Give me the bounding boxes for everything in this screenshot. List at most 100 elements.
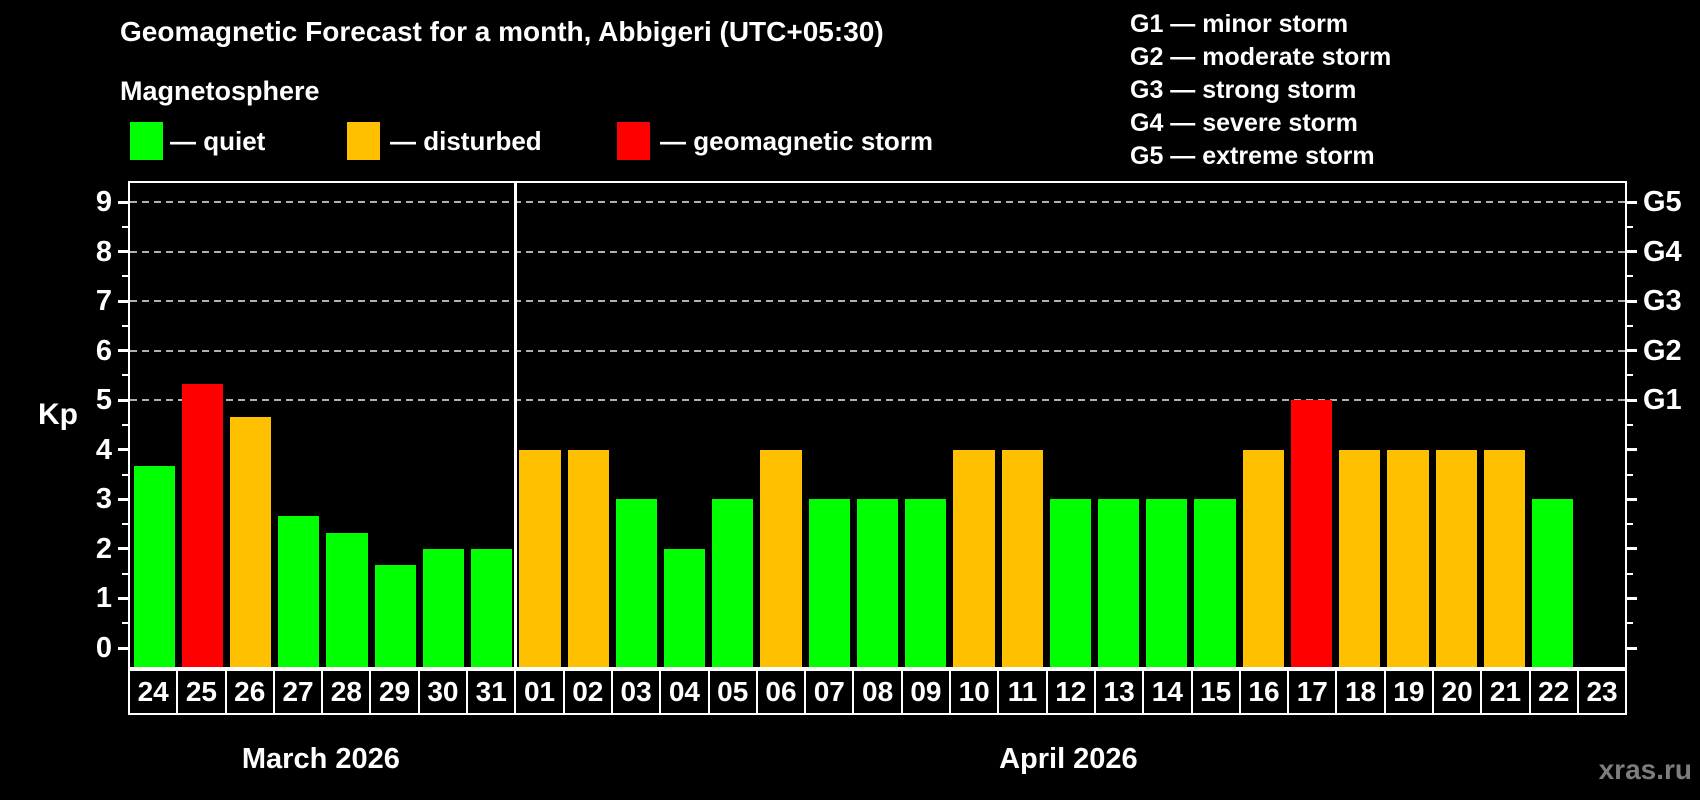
kp-bar bbox=[905, 499, 947, 667]
kp-bar bbox=[1435, 449, 1477, 667]
kp-bar bbox=[278, 515, 320, 667]
kp-bar bbox=[808, 499, 850, 667]
kp-bar bbox=[1532, 499, 1574, 667]
date-cell: 15 bbox=[1190, 669, 1241, 715]
grid-line bbox=[130, 349, 1625, 352]
kp-bar bbox=[519, 449, 561, 667]
axis-tick bbox=[1627, 646, 1637, 650]
date-cell: 10 bbox=[949, 669, 1000, 715]
month-label: March 2026 bbox=[241, 743, 400, 775]
kp-bar bbox=[1483, 449, 1526, 667]
month-label: April 2026 bbox=[999, 743, 1138, 775]
axis-tick bbox=[1627, 299, 1637, 303]
g-axis-label: G1 bbox=[1643, 384, 1682, 417]
y-axis-label: 2 bbox=[95, 532, 112, 565]
quiet-legend-label: — quiet bbox=[170, 126, 266, 156]
date-cell: 19 bbox=[1383, 669, 1435, 715]
date-cell: 17 bbox=[1287, 669, 1338, 715]
date-cell: 27 bbox=[272, 669, 324, 715]
kp-bar bbox=[1290, 400, 1333, 667]
watermark: xras.ru bbox=[1598, 754, 1692, 785]
g-axis-label: G5 bbox=[1643, 186, 1682, 218]
axis-tick bbox=[1627, 448, 1637, 452]
axis-tick bbox=[118, 497, 128, 501]
date-cell: 03 bbox=[610, 669, 662, 715]
axis-tick bbox=[118, 547, 128, 551]
kp-bar bbox=[1098, 499, 1140, 667]
axis-tick bbox=[1627, 200, 1637, 204]
storm-swatch-icon bbox=[617, 122, 650, 160]
axis-tick bbox=[1627, 497, 1637, 501]
axis-tick bbox=[118, 448, 128, 452]
storm-scale-legend: G1 — minor storm G2 — moderate storm G3 — … bbox=[1130, 8, 1391, 173]
y-axis-label: 1 bbox=[95, 582, 112, 615]
axis-minor-tick bbox=[122, 523, 128, 526]
kp-bar bbox=[615, 499, 657, 667]
y-axis-title: Kp bbox=[38, 398, 78, 431]
axis-minor-tick bbox=[122, 225, 128, 228]
date-cell: 08 bbox=[852, 669, 903, 715]
date-cell: 21 bbox=[1480, 669, 1531, 715]
axis-minor-tick bbox=[122, 275, 128, 278]
axis-tick bbox=[118, 349, 128, 353]
kp-bar bbox=[760, 449, 802, 667]
month-separator bbox=[514, 183, 518, 667]
date-cell: 22 bbox=[1528, 669, 1579, 715]
disturbed-swatch-icon bbox=[347, 122, 380, 160]
grid-line bbox=[130, 250, 1625, 253]
axis-minor-tick bbox=[122, 622, 128, 625]
axis-minor-tick bbox=[122, 424, 128, 426]
y-axis-label: 6 bbox=[95, 334, 112, 367]
axis-tick bbox=[118, 200, 128, 204]
y-axis-label: 8 bbox=[95, 235, 112, 268]
axis-minor-tick bbox=[1627, 275, 1633, 278]
date-cell: 14 bbox=[1142, 669, 1193, 715]
date-cell: 07 bbox=[804, 669, 855, 715]
axis-tick bbox=[118, 596, 128, 600]
date-cell: 12 bbox=[1045, 669, 1096, 715]
date-cell: 20 bbox=[1432, 669, 1483, 715]
g-axis-label: G3 bbox=[1643, 285, 1682, 318]
y-axis-label: 0 bbox=[95, 632, 112, 664]
y-axis-label: 4 bbox=[95, 433, 112, 466]
date-cell: 16 bbox=[1238, 669, 1290, 715]
grid-line bbox=[130, 201, 1625, 203]
storm-scale-item: G3 — strong storm bbox=[1130, 76, 1357, 104]
kp-bar bbox=[1194, 499, 1236, 667]
axis-minor-tick bbox=[122, 324, 128, 327]
date-cell: 18 bbox=[1335, 669, 1386, 715]
kp-bar bbox=[663, 548, 706, 667]
axis-tick bbox=[118, 299, 128, 303]
kp-bar bbox=[133, 466, 175, 667]
kp-bar bbox=[422, 548, 465, 667]
date-cell: 02 bbox=[562, 669, 613, 715]
date-cell: 06 bbox=[755, 669, 807, 715]
date-cell: 26 bbox=[224, 669, 275, 715]
kp-bar bbox=[326, 532, 368, 667]
date-axis: 24 25 26 27 28 29 30 31 01 02 03 04 05 06 07 08 09 10 11 12… bbox=[128, 669, 1628, 715]
date-cell: 11 bbox=[997, 669, 1048, 715]
date-cell: 28 bbox=[321, 669, 372, 715]
date-cell: 30 bbox=[417, 669, 469, 715]
axis-minor-tick bbox=[1627, 572, 1633, 575]
y-axis-label: 3 bbox=[95, 483, 112, 516]
kp-bar bbox=[1387, 449, 1429, 667]
kp-bar bbox=[1339, 449, 1381, 667]
kp-bar bbox=[1049, 499, 1091, 667]
storm-scale-item: G1 — minor storm bbox=[1130, 10, 1349, 38]
grid-line bbox=[130, 399, 1625, 402]
axis-minor-tick bbox=[122, 473, 128, 476]
date-cell: 31 bbox=[466, 669, 517, 715]
kp-bar bbox=[229, 416, 272, 667]
kp-bar bbox=[1242, 449, 1284, 667]
date-cell: 29 bbox=[369, 669, 420, 715]
storm-scale-item: G2 — moderate storm bbox=[1130, 43, 1392, 71]
storm-scale-item: G4 — severe storm bbox=[1130, 109, 1358, 137]
date-cell: 23 bbox=[1576, 669, 1628, 715]
axis-tick bbox=[1627, 547, 1637, 551]
kp-bar bbox=[856, 499, 899, 667]
kp-bar bbox=[374, 565, 416, 667]
quiet-swatch-icon bbox=[130, 122, 163, 160]
axis-minor-tick bbox=[1627, 473, 1633, 476]
